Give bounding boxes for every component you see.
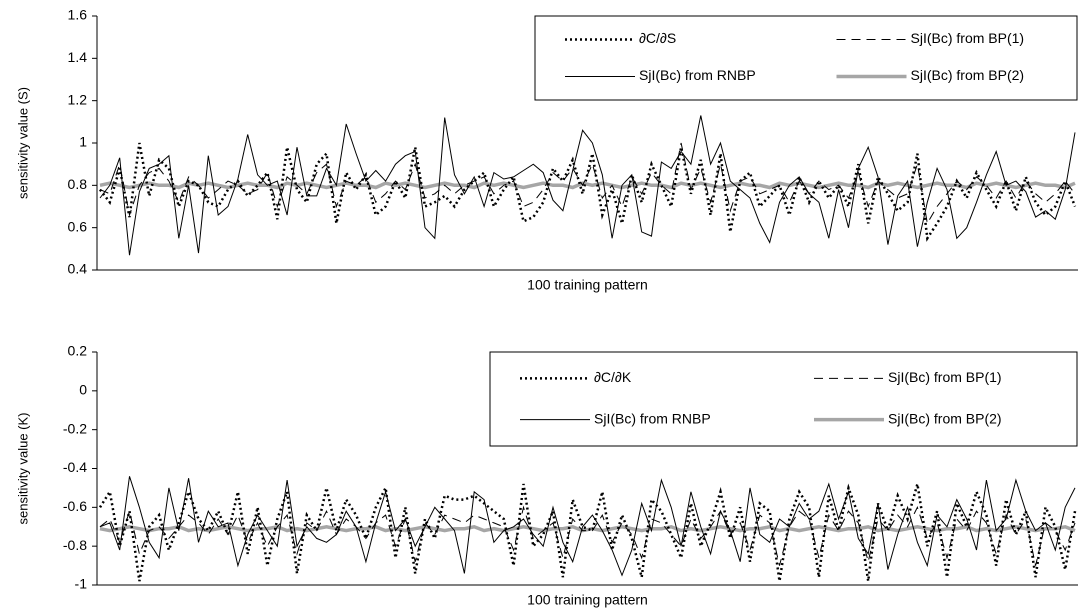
legend-label: SjI(Bc) from RNBP: [639, 67, 756, 83]
legend-label: SjI(Bc) from BP(2): [888, 410, 1002, 426]
series-line: [99, 505, 1076, 566]
legend-label: SjI(Bc) from BP(1): [911, 30, 1025, 46]
y-tick-label: -0.6: [63, 498, 87, 514]
y-tick-label: 0.6: [68, 218, 88, 234]
x-axis-label: 100 training pattern: [527, 277, 648, 293]
y-tick-label: -0.8: [63, 537, 87, 553]
y-tick-label: -0.2: [63, 420, 87, 436]
legend-label: SjI(Bc) from BP(1): [888, 369, 1002, 385]
y-axis-label: sensitivity value (S): [15, 87, 30, 199]
y-tick-label: 1.4: [68, 49, 88, 65]
series-line: [98, 483, 1077, 582]
series-line: [99, 476, 1076, 577]
series-line: [99, 181, 1076, 190]
y-tick-label: 1.2: [68, 91, 88, 107]
y-tick-label: 1.6: [68, 7, 88, 23]
series-line: [99, 115, 1076, 256]
y-tick-label: -0.4: [63, 459, 87, 475]
legend-box: [534, 15, 1078, 101]
y-tick-label: 1: [79, 134, 87, 150]
y-tick-label: -1: [75, 576, 88, 592]
y-tick-label: 0.4: [68, 261, 88, 277]
series-line: [99, 524, 1076, 533]
legend-label: ∂C/∂K: [594, 369, 632, 385]
y-axis-label: sensitivity value (K): [15, 413, 30, 525]
series-line: [99, 142, 1077, 242]
legend-label: SjI(Bc) from BP(2): [911, 67, 1025, 83]
y-tick-label: 0: [79, 382, 87, 398]
y-tick-label: 0.8: [68, 176, 88, 192]
x-axis-label: 100 training pattern: [527, 592, 648, 608]
legend-box: [489, 351, 1078, 447]
legend-label: ∂C/∂S: [639, 30, 676, 46]
legend-label: SjI(Bc) from RNBP: [594, 410, 711, 426]
y-tick-label: 0.2: [68, 343, 88, 359]
